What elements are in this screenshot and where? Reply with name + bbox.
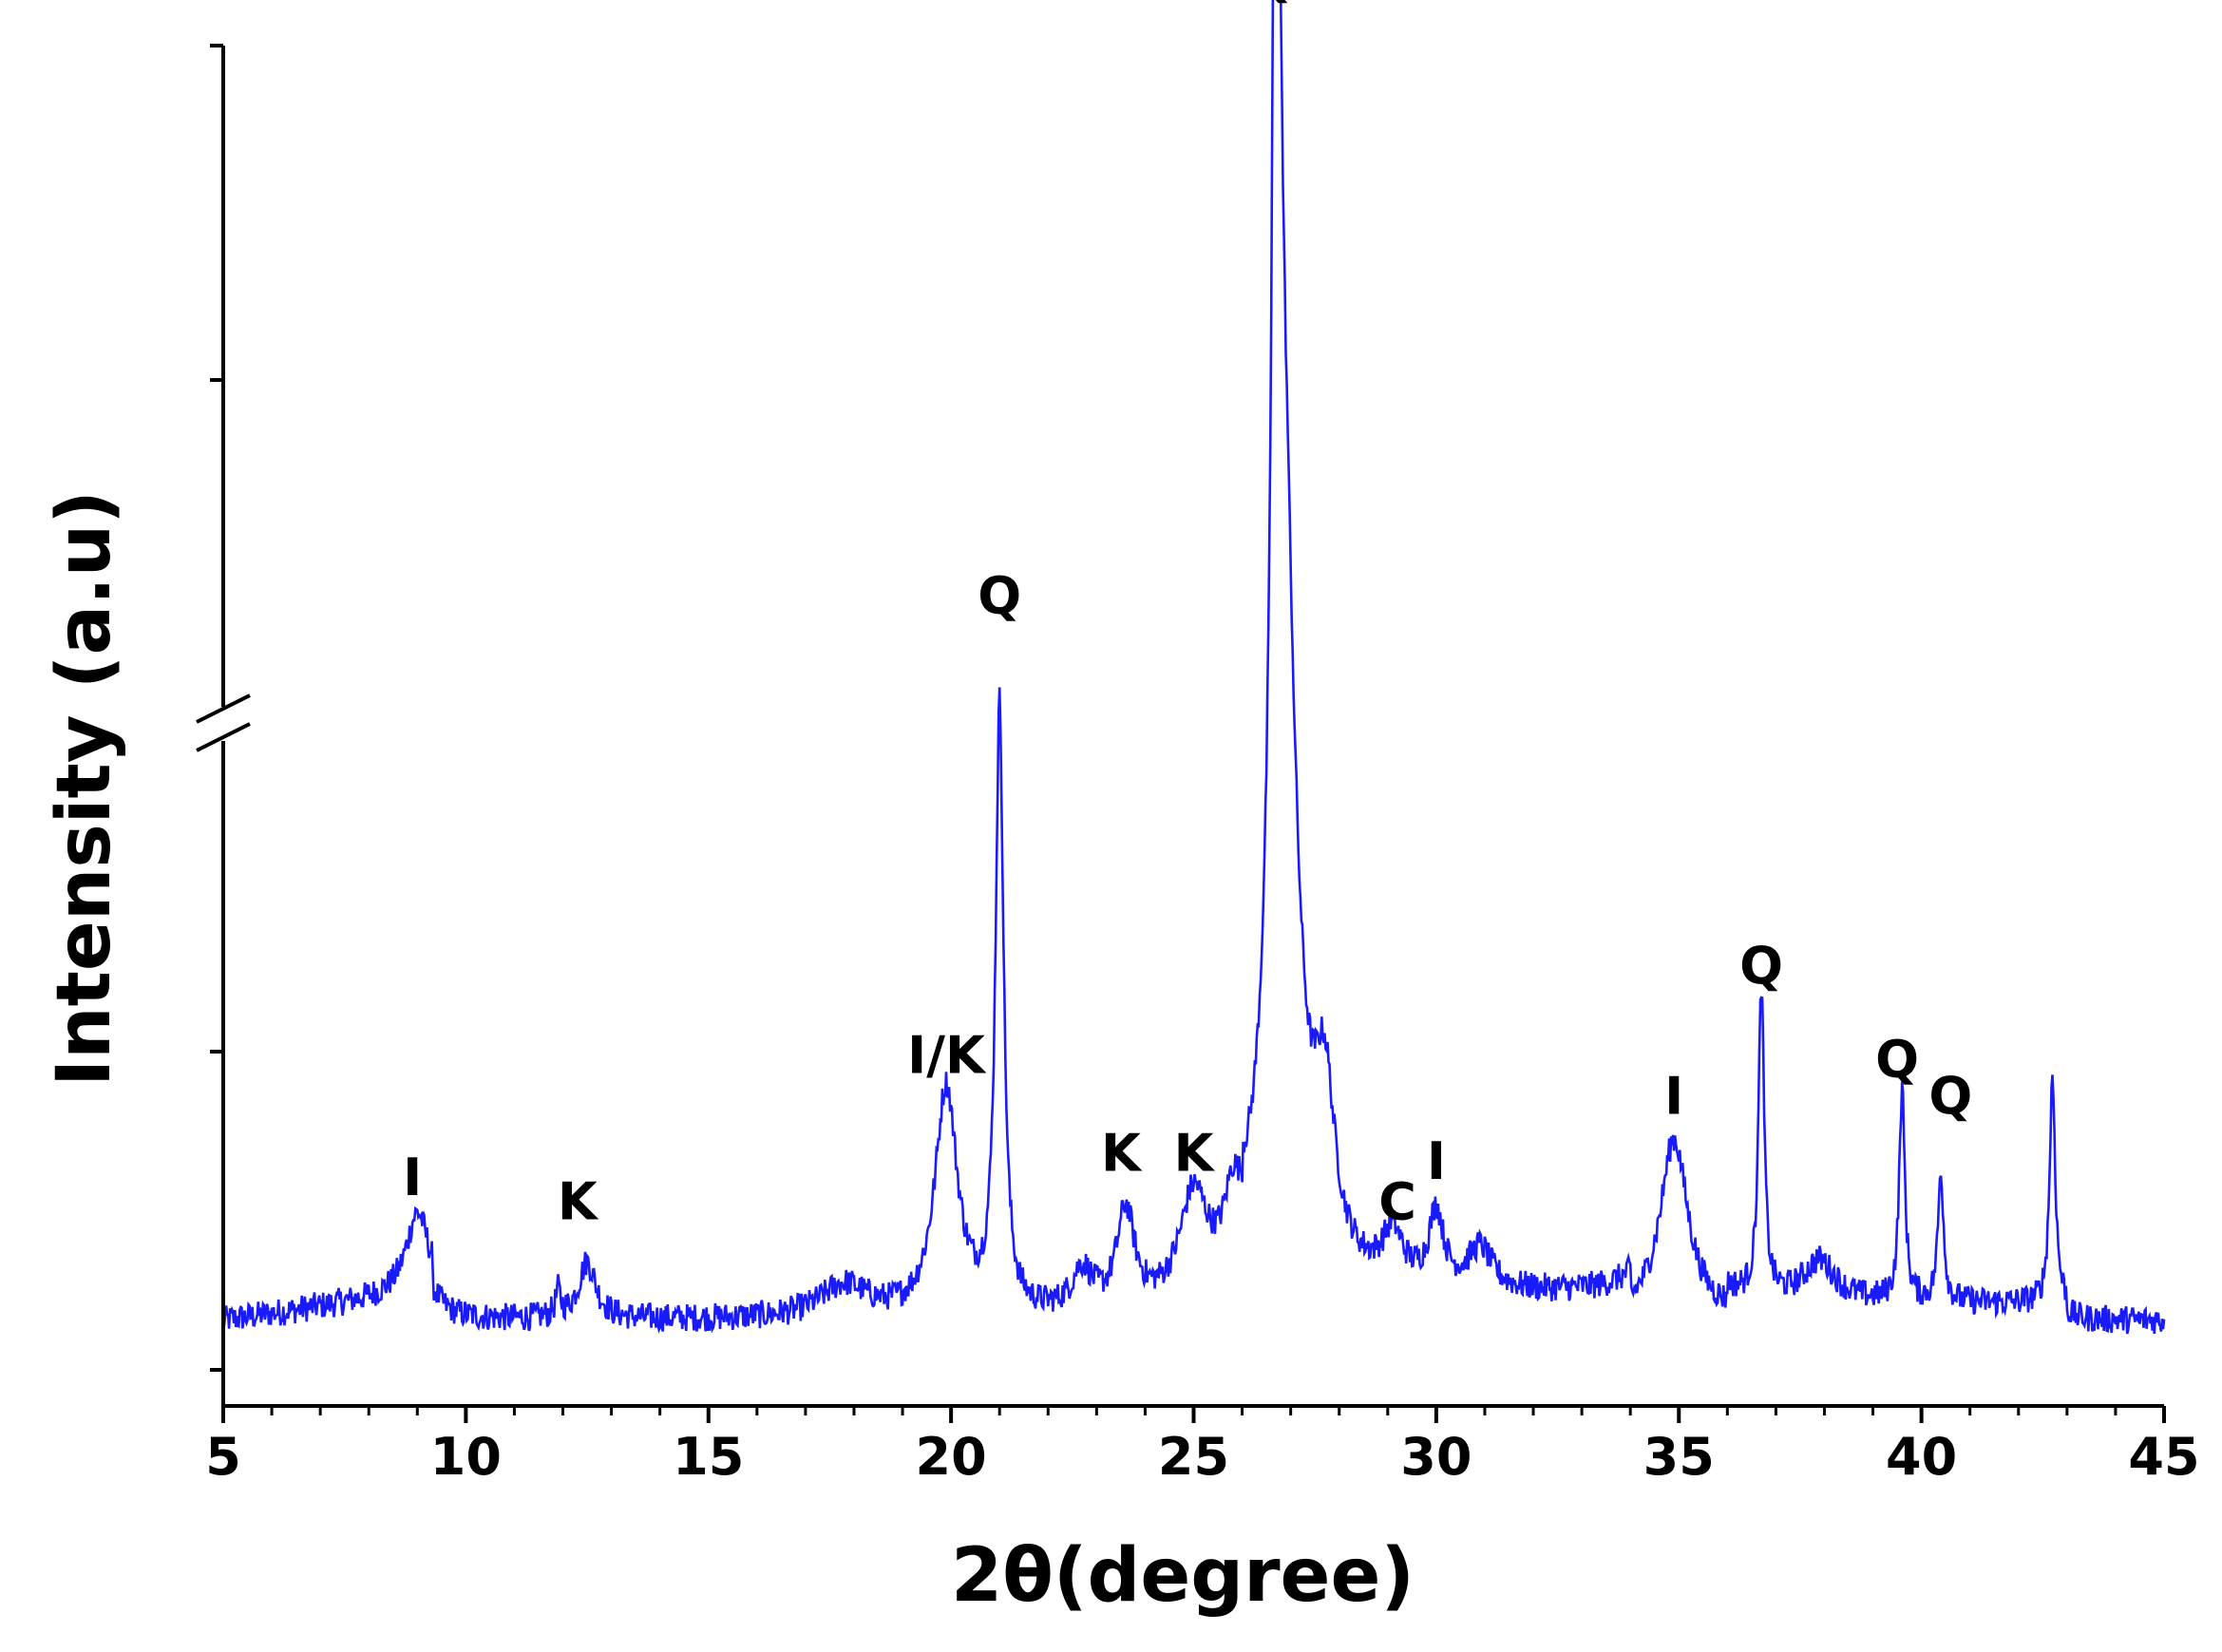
peak-label: Q: [978, 566, 1021, 626]
x-tick-label: 30: [1400, 1427, 1472, 1487]
peak-label: Q: [1875, 1030, 1919, 1090]
peak-label: K: [558, 1172, 599, 1232]
x-tick-label: 5: [205, 1427, 241, 1487]
axis-break-mark: [196, 722, 251, 752]
x-tick-label: 45: [2128, 1427, 2199, 1487]
axis-break-mark: [196, 693, 251, 724]
labels: 2θ(degree) Intensity (a.u) 5 10 15 20 25 30 35…: [42, 0, 2200, 1619]
peak-label: I: [1427, 1131, 1446, 1191]
peak-label: Q: [1249, 0, 1293, 9]
peak-label: I: [1664, 1066, 1683, 1126]
x-tick-label: 20: [916, 1427, 987, 1487]
plot-area: [221, 0, 2166, 1335]
x-axis-title: 2θ(degree): [951, 1533, 1415, 1619]
peak-label: I/K: [907, 1026, 987, 1086]
peak-label: K: [1174, 1123, 1216, 1183]
x-tick-label: 25: [1158, 1427, 1229, 1487]
peak-label: Q: [1928, 1066, 1972, 1126]
x-tick-label: 35: [1643, 1427, 1715, 1487]
x-tick-label: 10: [430, 1427, 502, 1487]
peak-label: K: [1101, 1123, 1143, 1183]
axes: [196, 44, 2166, 1423]
series-line: [221, 0, 2166, 1335]
x-tick-label: 40: [1886, 1427, 1957, 1487]
y-axis-title: Intensity (a.u): [42, 490, 127, 1087]
x-tick-label: 15: [673, 1427, 744, 1487]
peak-label: C: [1378, 1172, 1416, 1232]
peak-label: Q: [1739, 936, 1783, 996]
peak-label: I: [403, 1148, 422, 1207]
